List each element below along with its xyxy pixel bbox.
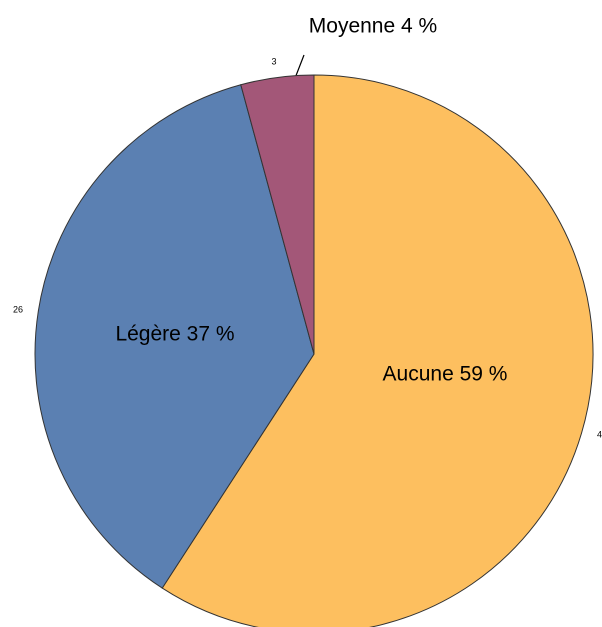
pie-slice <box>161 74 594 627</box>
slice-label: Aucune 59 % <box>383 363 508 386</box>
value-label: 3 <box>271 56 276 66</box>
slice-label: Moyenne 4 % <box>309 15 437 38</box>
pie-slice <box>240 74 315 355</box>
value-label: 26 <box>13 304 23 314</box>
slice-label: Légère 37 % <box>115 323 234 346</box>
value-label: 42 <box>597 429 602 439</box>
pie-slice <box>34 84 315 589</box>
